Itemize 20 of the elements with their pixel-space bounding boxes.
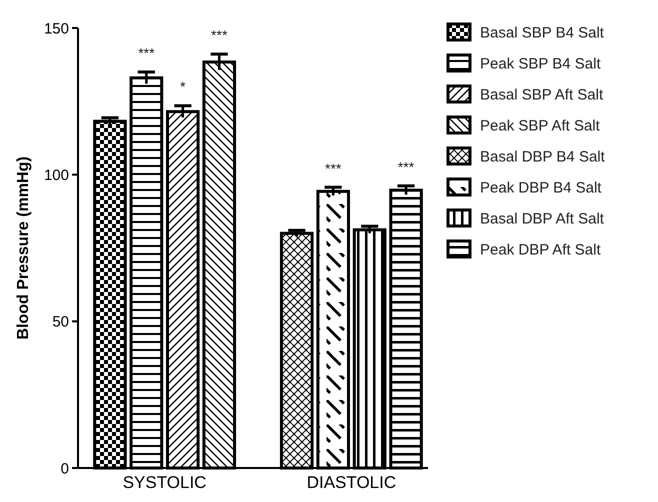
data-label: *** bbox=[211, 27, 228, 44]
legend-label: Peak SBP B4 Salt bbox=[480, 55, 602, 72]
legend-label: Basal SBP Aft Salt bbox=[480, 86, 604, 104]
data-label: * bbox=[180, 78, 186, 95]
data-label: *** bbox=[325, 160, 342, 176]
y-axis-title: Blood Pressure (mmHg) bbox=[15, 156, 32, 340]
legend-label: Peak DBP Aft Salt bbox=[480, 241, 602, 258]
data-label: *** bbox=[398, 158, 415, 175]
legend-label: Basal DBP B4 Salt bbox=[480, 148, 606, 166]
legend-label: Basal DBP Aft Salt bbox=[480, 210, 605, 228]
legend-label: Peak SBP Aft Salt bbox=[480, 117, 601, 134]
y-tick-label: 50 bbox=[52, 314, 69, 331]
data-label: *** bbox=[138, 45, 156, 61]
y-tick-label: 150 bbox=[44, 20, 69, 38]
y-tick-label: 100 bbox=[44, 166, 69, 184]
legend-label: Peak DBP B4 Salt bbox=[480, 179, 602, 196]
x-tick-label: DIASTOLIC bbox=[306, 473, 396, 492]
x-tick-label: SYSTOLIC bbox=[122, 473, 206, 492]
y-tick-label: 0 bbox=[60, 460, 69, 478]
legend-label: Basal SBP B4 Salt bbox=[480, 24, 605, 42]
